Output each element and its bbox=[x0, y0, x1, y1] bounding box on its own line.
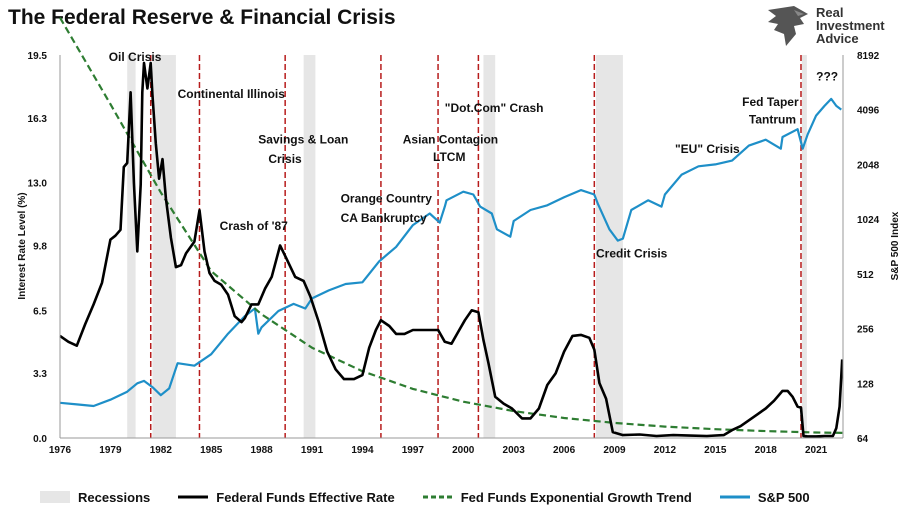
annotation-label: Tantrum bbox=[749, 113, 796, 127]
legend-swatch bbox=[178, 495, 209, 499]
sp500-line bbox=[59, 97, 842, 408]
y-tick-label-left: 6.5 bbox=[33, 306, 47, 317]
x-tick-label: 2009 bbox=[603, 445, 626, 456]
x-tick-label: 1991 bbox=[301, 445, 324, 456]
x-tick-label: 2021 bbox=[805, 445, 828, 456]
y-tick-label-left: 13.0 bbox=[28, 179, 48, 190]
annotation-label: "EU" Crisis bbox=[675, 142, 740, 156]
y-tick-label-right: 1024 bbox=[857, 215, 880, 226]
annotation-label: Oil Crisis bbox=[109, 50, 162, 64]
annotation-label: Fed Taper bbox=[742, 95, 799, 109]
annotation-label: "Dot.Com" Crash bbox=[445, 101, 544, 115]
x-tick-label: 1994 bbox=[351, 445, 374, 456]
x-tick-label: 2003 bbox=[503, 445, 526, 456]
legend-item: Recessions bbox=[40, 490, 150, 505]
legend-swatch bbox=[719, 495, 750, 499]
legend-label: Fed Funds Exponential Growth Trend bbox=[460, 489, 692, 505]
x-tick-label: 1985 bbox=[200, 445, 223, 456]
annotation-label: Continental Illinois bbox=[178, 87, 286, 101]
recession-band bbox=[483, 55, 496, 438]
x-tick-label: 1988 bbox=[251, 445, 274, 456]
x-tick-label: 2000 bbox=[452, 445, 475, 456]
recession-band bbox=[152, 55, 176, 438]
legend-label: Federal Funds Effective Rate bbox=[216, 489, 395, 505]
recession-band bbox=[801, 55, 807, 438]
legend-item: Federal Funds Effective Rate bbox=[178, 489, 395, 505]
left-axis-label: Interest Rate Level (%) bbox=[17, 192, 28, 299]
x-tick-label: 2012 bbox=[654, 445, 677, 456]
y-tick-label-right: 2048 bbox=[857, 160, 880, 171]
eagle-logo-icon bbox=[768, 6, 808, 46]
annotation-label: ??? bbox=[816, 70, 838, 84]
y-tick-label-right: 512 bbox=[857, 270, 874, 281]
y-tick-label-left: 3.3 bbox=[33, 369, 47, 380]
logo: Real Investment Advice bbox=[764, 4, 904, 48]
recession-band bbox=[127, 55, 136, 438]
x-tick-label: 1976 bbox=[49, 445, 72, 456]
annotation-label: Asian Contagion bbox=[403, 132, 498, 146]
annotation-label: Crisis bbox=[268, 152, 302, 166]
y-tick-label-right: 4096 bbox=[857, 106, 880, 117]
x-tick-label: 1997 bbox=[402, 445, 425, 456]
recession-band bbox=[303, 55, 316, 438]
annotation-label: Orange Country bbox=[341, 191, 433, 205]
x-tick-label: 1979 bbox=[99, 445, 122, 456]
fed-funds-line bbox=[59, 61, 844, 438]
x-tick-label: 2015 bbox=[704, 445, 727, 456]
chart-title: The Federal Reserve & Financial Crisis bbox=[8, 6, 396, 29]
y-tick-label-right: 8192 bbox=[857, 51, 880, 62]
y-tick-label-left: 9.8 bbox=[33, 242, 47, 253]
y-tick-label-right: 128 bbox=[857, 379, 874, 390]
annotation-label: Crash of '87 bbox=[220, 219, 289, 233]
legend-swatch bbox=[40, 491, 70, 503]
right-axis-label: S&P 500 Index bbox=[890, 211, 901, 280]
recession-band bbox=[596, 55, 623, 438]
y-tick-label-right: 256 bbox=[857, 325, 874, 336]
y-tick-label-right: 64 bbox=[857, 434, 869, 445]
y-tick-label-left: 19.5 bbox=[28, 51, 48, 62]
x-tick-label: 2006 bbox=[553, 445, 576, 456]
annotation-label: CA Bankruptcy bbox=[341, 211, 428, 225]
trend-line bbox=[59, 17, 844, 434]
legend-label: Recessions bbox=[78, 489, 151, 505]
annotation-label: Savings & Loan bbox=[258, 132, 348, 146]
x-tick-label: 2018 bbox=[755, 445, 778, 456]
annotation-label: LTCM bbox=[433, 150, 465, 164]
legend-label: S&P 500 bbox=[757, 489, 810, 505]
y-tick-label-left: 0.0 bbox=[33, 434, 47, 445]
legend: Recessions Federal Funds Effective Rate Fe… bbox=[40, 486, 900, 508]
legend-item: Fed Funds Exponential Growth Trend bbox=[422, 489, 692, 505]
legend-swatch-box bbox=[40, 491, 70, 503]
legend-swatch bbox=[422, 495, 453, 499]
logo-text: Real Investment Advice bbox=[816, 5, 885, 46]
y-tick-label-left: 16.3 bbox=[28, 114, 48, 125]
annotation-label: Credit Crisis bbox=[596, 246, 668, 260]
legend-item: S&P 500 bbox=[719, 489, 810, 505]
x-tick-label: 1982 bbox=[150, 445, 173, 456]
